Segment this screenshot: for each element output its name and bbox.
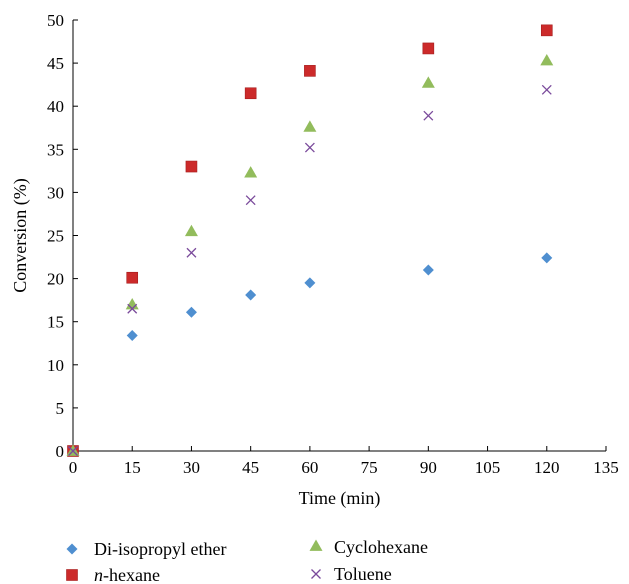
- legend-label: Di-isopropyl ether: [94, 539, 226, 559]
- y-tick-label: 5: [56, 399, 65, 418]
- data-point-x: [127, 303, 138, 314]
- legend-marker-diamond: [66, 543, 78, 555]
- data-point-square: [540, 24, 553, 37]
- x-tick-label: 60: [301, 458, 318, 477]
- data-point-x: [245, 195, 256, 206]
- data-point-diamond: [245, 289, 257, 301]
- data-point-x: [423, 110, 434, 121]
- y-tick-label: 10: [47, 356, 64, 375]
- data-point-square: [244, 87, 257, 100]
- data-point-diamond: [304, 277, 316, 289]
- x-axis-ticks: 0 15 30 45 60 75 90 105 120 135: [69, 446, 619, 477]
- y-tick-label: 20: [47, 270, 64, 289]
- x-tick-label: 0: [69, 458, 78, 477]
- legend-item: n-hexane: [66, 565, 160, 584]
- x-tick-label: 135: [593, 458, 619, 477]
- data-point-triangle: [540, 54, 554, 66]
- legend-label: Cyclohexane: [334, 537, 428, 557]
- x-tick-label: 30: [183, 458, 200, 477]
- data-point-diamond: [541, 252, 553, 264]
- x-tick-label: 15: [124, 458, 141, 477]
- legend-marker-square: [66, 569, 78, 581]
- y-tick-label: 40: [47, 97, 64, 116]
- data-point-triangle: [125, 297, 139, 310]
- data-point-x: [541, 84, 552, 95]
- data-point-triangle: [244, 166, 258, 178]
- legend-item: Cyclohexane: [309, 537, 428, 557]
- y-tick-label: 25: [47, 227, 64, 246]
- legend-item: Di-isopropyl ether: [66, 539, 226, 559]
- legend-marker-triangle: [309, 539, 323, 551]
- y-tick-label: 35: [47, 140, 64, 159]
- data-point-square: [304, 65, 316, 77]
- y-axis-title: Conversion (%): [10, 178, 31, 292]
- legend-marker-x: [311, 569, 321, 579]
- y-tick-label: 0: [56, 442, 65, 461]
- x-axis-title: Time (min): [299, 488, 381, 509]
- x-tick-label: 45: [242, 458, 259, 477]
- data-point-square: [422, 42, 435, 55]
- data-point-diamond: [422, 264, 434, 276]
- x-tick-label: 90: [420, 458, 437, 477]
- legend-item: Toluene: [311, 564, 392, 584]
- data-point-triangle: [421, 76, 435, 88]
- data-point-x: [186, 247, 197, 258]
- data-points: [66, 24, 554, 457]
- y-tick-label: 50: [47, 11, 64, 30]
- data-point-x: [304, 142, 315, 153]
- legend-label: Toluene: [334, 564, 392, 584]
- data-point-square: [126, 271, 139, 284]
- data-point-x: [68, 446, 78, 456]
- data-point-triangle: [303, 120, 317, 132]
- y-axis-ticks: 0 5 10 15 20 25 30 35 40 45 50: [47, 11, 78, 461]
- x-tick-label: 105: [475, 458, 501, 477]
- legend: Di-isopropyl ether n-hexane Cyclohexane Tol…: [66, 537, 428, 584]
- x-tick-label: 120: [534, 458, 560, 477]
- y-tick-label: 15: [47, 313, 64, 332]
- data-point-square: [185, 160, 198, 173]
- legend-label: n-hexane: [94, 565, 160, 584]
- data-point-diamond: [126, 329, 138, 341]
- y-tick-label: 45: [47, 54, 64, 73]
- y-tick-label: 30: [47, 183, 64, 202]
- data-point-triangle: [184, 224, 198, 237]
- x-tick-label: 75: [361, 458, 378, 477]
- data-point-diamond: [185, 306, 197, 318]
